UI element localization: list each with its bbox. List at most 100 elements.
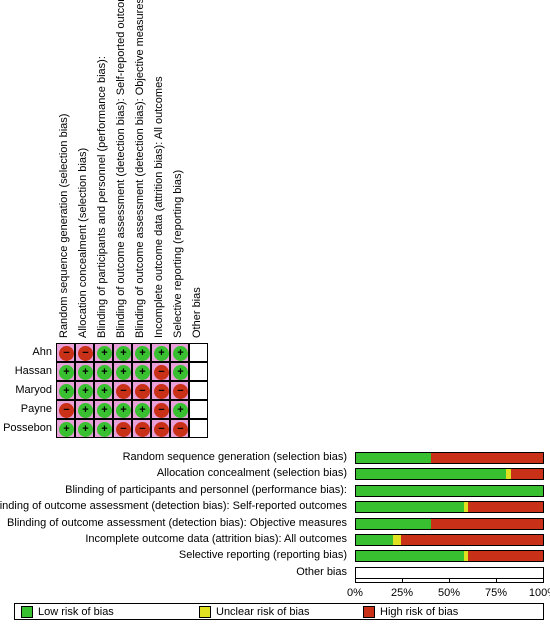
judgement-cell: + bbox=[113, 400, 132, 419]
bar-segment bbox=[400, 535, 543, 545]
high-risk-icon: − bbox=[59, 403, 74, 418]
x-tick-label: 75% bbox=[484, 587, 508, 599]
low-risk-icon: + bbox=[97, 422, 112, 437]
judgement-cell: − bbox=[151, 400, 170, 419]
judgement-cell: − bbox=[113, 419, 132, 438]
column-header: Incomplete outcome data (attrition bias)… bbox=[153, 76, 165, 338]
x-tick bbox=[355, 579, 356, 583]
judgement-cell: − bbox=[113, 381, 132, 400]
column-header: Allocation concealment (selection bias) bbox=[77, 147, 89, 338]
summary-bar bbox=[355, 501, 544, 514]
judgement-cell: + bbox=[75, 400, 94, 419]
summary-category-label: Allocation concealment (selection bias) bbox=[156, 467, 347, 480]
judgement-cell: + bbox=[75, 362, 94, 381]
high-risk-icon: − bbox=[116, 384, 131, 399]
summary-bar bbox=[355, 566, 544, 579]
low-risk-icon: + bbox=[97, 365, 112, 380]
summary-category-label: Blinding of outcome assessment (detectio… bbox=[7, 516, 347, 529]
low-risk-icon: + bbox=[78, 403, 93, 418]
judgement-cell bbox=[189, 381, 208, 400]
column-header: Blinding of outcome assessment (detectio… bbox=[115, 0, 127, 338]
bar-segment bbox=[468, 551, 543, 562]
study-label: Payne bbox=[20, 403, 52, 415]
bar-segment bbox=[511, 469, 543, 480]
judgement-cell: + bbox=[170, 362, 189, 381]
judgement-cell: − bbox=[75, 343, 94, 362]
judgement-cell: − bbox=[132, 381, 151, 400]
bar-segment bbox=[430, 453, 543, 463]
summary-category-label: Blinding of outcome assessment (detectio… bbox=[0, 500, 347, 513]
low-risk-icon: + bbox=[59, 422, 74, 437]
x-tick bbox=[496, 579, 497, 583]
bar-segment bbox=[356, 535, 394, 545]
summary-bar bbox=[355, 550, 544, 563]
judgement-cell: − bbox=[132, 419, 151, 438]
summary-bar bbox=[355, 484, 544, 497]
high-risk-icon: − bbox=[135, 384, 150, 399]
low-risk-icon: + bbox=[59, 384, 74, 399]
judgement-cell bbox=[189, 362, 208, 381]
bar-segment bbox=[356, 502, 465, 513]
legend-label-low: Low risk of bias bbox=[38, 606, 114, 618]
x-tick-label: 100% bbox=[528, 587, 550, 599]
high-risk-icon: − bbox=[154, 422, 169, 437]
judgement-cell: + bbox=[94, 400, 113, 419]
low-risk-icon: + bbox=[135, 365, 150, 380]
low-risk-icon: + bbox=[173, 365, 188, 380]
judgement-cell: + bbox=[113, 343, 132, 362]
low-risk-icon: + bbox=[59, 365, 74, 380]
bar-segment bbox=[356, 518, 431, 529]
judgement-cell bbox=[189, 343, 208, 362]
judgement-cell: − bbox=[56, 400, 75, 419]
judgement-cell: + bbox=[113, 362, 132, 381]
study-label: Possebon bbox=[3, 422, 52, 434]
column-header: Other bias bbox=[191, 287, 203, 338]
x-tick bbox=[449, 579, 450, 583]
column-headers: Random sequence generation (selection bi… bbox=[58, 0, 203, 338]
low-risk-icon: + bbox=[116, 346, 131, 361]
judgement-cell: + bbox=[94, 343, 113, 362]
bar-segment bbox=[356, 453, 431, 463]
column-header: Random sequence generation (selection bi… bbox=[58, 113, 70, 338]
judgement-cell bbox=[189, 400, 208, 419]
bar-segment bbox=[505, 469, 512, 480]
summary-category-label: Random sequence generation (selection bi… bbox=[122, 451, 347, 463]
high-risk-icon: − bbox=[154, 384, 169, 399]
judgement-cell: − bbox=[170, 381, 189, 400]
low-risk-icon: + bbox=[78, 422, 93, 437]
low-risk-icon: + bbox=[97, 384, 112, 399]
legend-swatch-low bbox=[21, 606, 33, 618]
x-axis: 0% 25% 50% 75% 100% bbox=[347, 579, 550, 612]
low-risk-icon: + bbox=[78, 365, 93, 380]
bar-segment bbox=[393, 535, 401, 545]
bar-segment bbox=[464, 551, 469, 562]
bar-segment bbox=[464, 502, 469, 513]
judgement-cell: − bbox=[151, 362, 170, 381]
summary-category-label: Selective reporting (reporting bias) bbox=[178, 549, 347, 562]
summary-category-label: Other bias bbox=[296, 565, 347, 578]
high-risk-icon: − bbox=[154, 403, 169, 418]
low-risk-icon: + bbox=[173, 346, 188, 361]
judgement-cell: + bbox=[170, 343, 189, 362]
judgement-cell: + bbox=[94, 381, 113, 400]
high-risk-icon: − bbox=[173, 384, 188, 399]
summary-bar bbox=[355, 517, 544, 530]
summary-category-label: Blinding of participants and personnel (… bbox=[65, 483, 347, 496]
judgement-cell: + bbox=[94, 419, 113, 438]
bar-segment bbox=[356, 551, 465, 562]
judgement-cell: + bbox=[56, 381, 75, 400]
x-tick bbox=[402, 579, 403, 583]
judgement-cell: + bbox=[75, 381, 94, 400]
legend-swatch-unclear bbox=[199, 606, 211, 618]
judgement-cell: + bbox=[132, 343, 151, 362]
high-risk-icon: − bbox=[135, 422, 150, 437]
study-label: Hassan bbox=[14, 365, 52, 377]
low-risk-icon: + bbox=[154, 346, 169, 361]
high-risk-icon: − bbox=[116, 422, 131, 437]
study-label: Maryod bbox=[15, 384, 52, 396]
judgement-cell: + bbox=[94, 362, 113, 381]
bar-segment bbox=[356, 469, 506, 480]
summary-bar bbox=[355, 452, 544, 464]
judgement-cell: + bbox=[170, 400, 189, 419]
bar-segment bbox=[430, 518, 543, 529]
